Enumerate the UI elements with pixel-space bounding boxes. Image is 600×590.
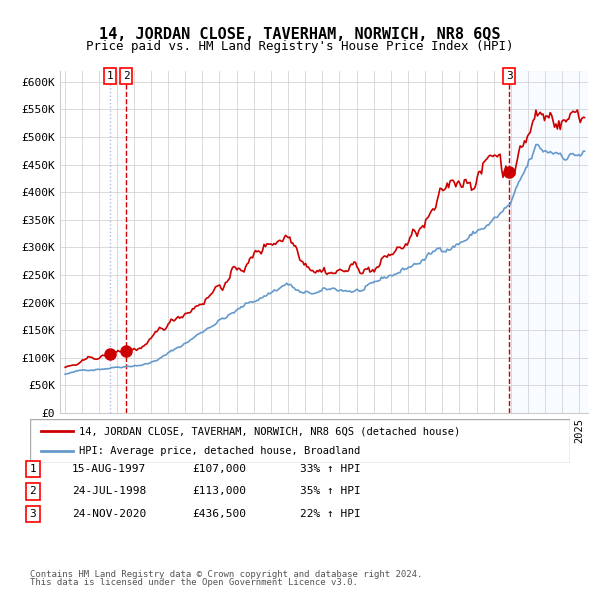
Text: 1: 1 — [29, 464, 37, 474]
Text: 24-NOV-2020: 24-NOV-2020 — [72, 509, 146, 519]
Text: £436,500: £436,500 — [192, 509, 246, 519]
Text: 15-AUG-1997: 15-AUG-1997 — [72, 464, 146, 474]
Text: 14, JORDAN CLOSE, TAVERHAM, NORWICH, NR8 6QS (detached house): 14, JORDAN CLOSE, TAVERHAM, NORWICH, NR8… — [79, 427, 460, 436]
Text: HPI: Average price, detached house, Broadland: HPI: Average price, detached house, Broa… — [79, 446, 360, 455]
Text: 3: 3 — [506, 71, 512, 81]
Text: 3: 3 — [29, 509, 37, 519]
Text: This data is licensed under the Open Government Licence v3.0.: This data is licensed under the Open Gov… — [30, 578, 358, 587]
Bar — [509, 71, 600, 413]
Text: 2: 2 — [123, 71, 130, 81]
Text: Contains HM Land Registry data © Crown copyright and database right 2024.: Contains HM Land Registry data © Crown c… — [30, 571, 422, 579]
Text: 14, JORDAN CLOSE, TAVERHAM, NORWICH, NR8 6QS: 14, JORDAN CLOSE, TAVERHAM, NORWICH, NR8… — [99, 27, 501, 41]
Text: 33% ↑ HPI: 33% ↑ HPI — [300, 464, 361, 474]
FancyBboxPatch shape — [30, 419, 570, 463]
Text: £113,000: £113,000 — [192, 487, 246, 496]
Text: 24-JUL-1998: 24-JUL-1998 — [72, 487, 146, 496]
Text: £107,000: £107,000 — [192, 464, 246, 474]
Text: Price paid vs. HM Land Registry's House Price Index (HPI): Price paid vs. HM Land Registry's House … — [86, 40, 514, 53]
Text: 22% ↑ HPI: 22% ↑ HPI — [300, 509, 361, 519]
Text: 1: 1 — [107, 71, 113, 81]
Text: 2: 2 — [29, 487, 37, 496]
Text: 35% ↑ HPI: 35% ↑ HPI — [300, 487, 361, 496]
